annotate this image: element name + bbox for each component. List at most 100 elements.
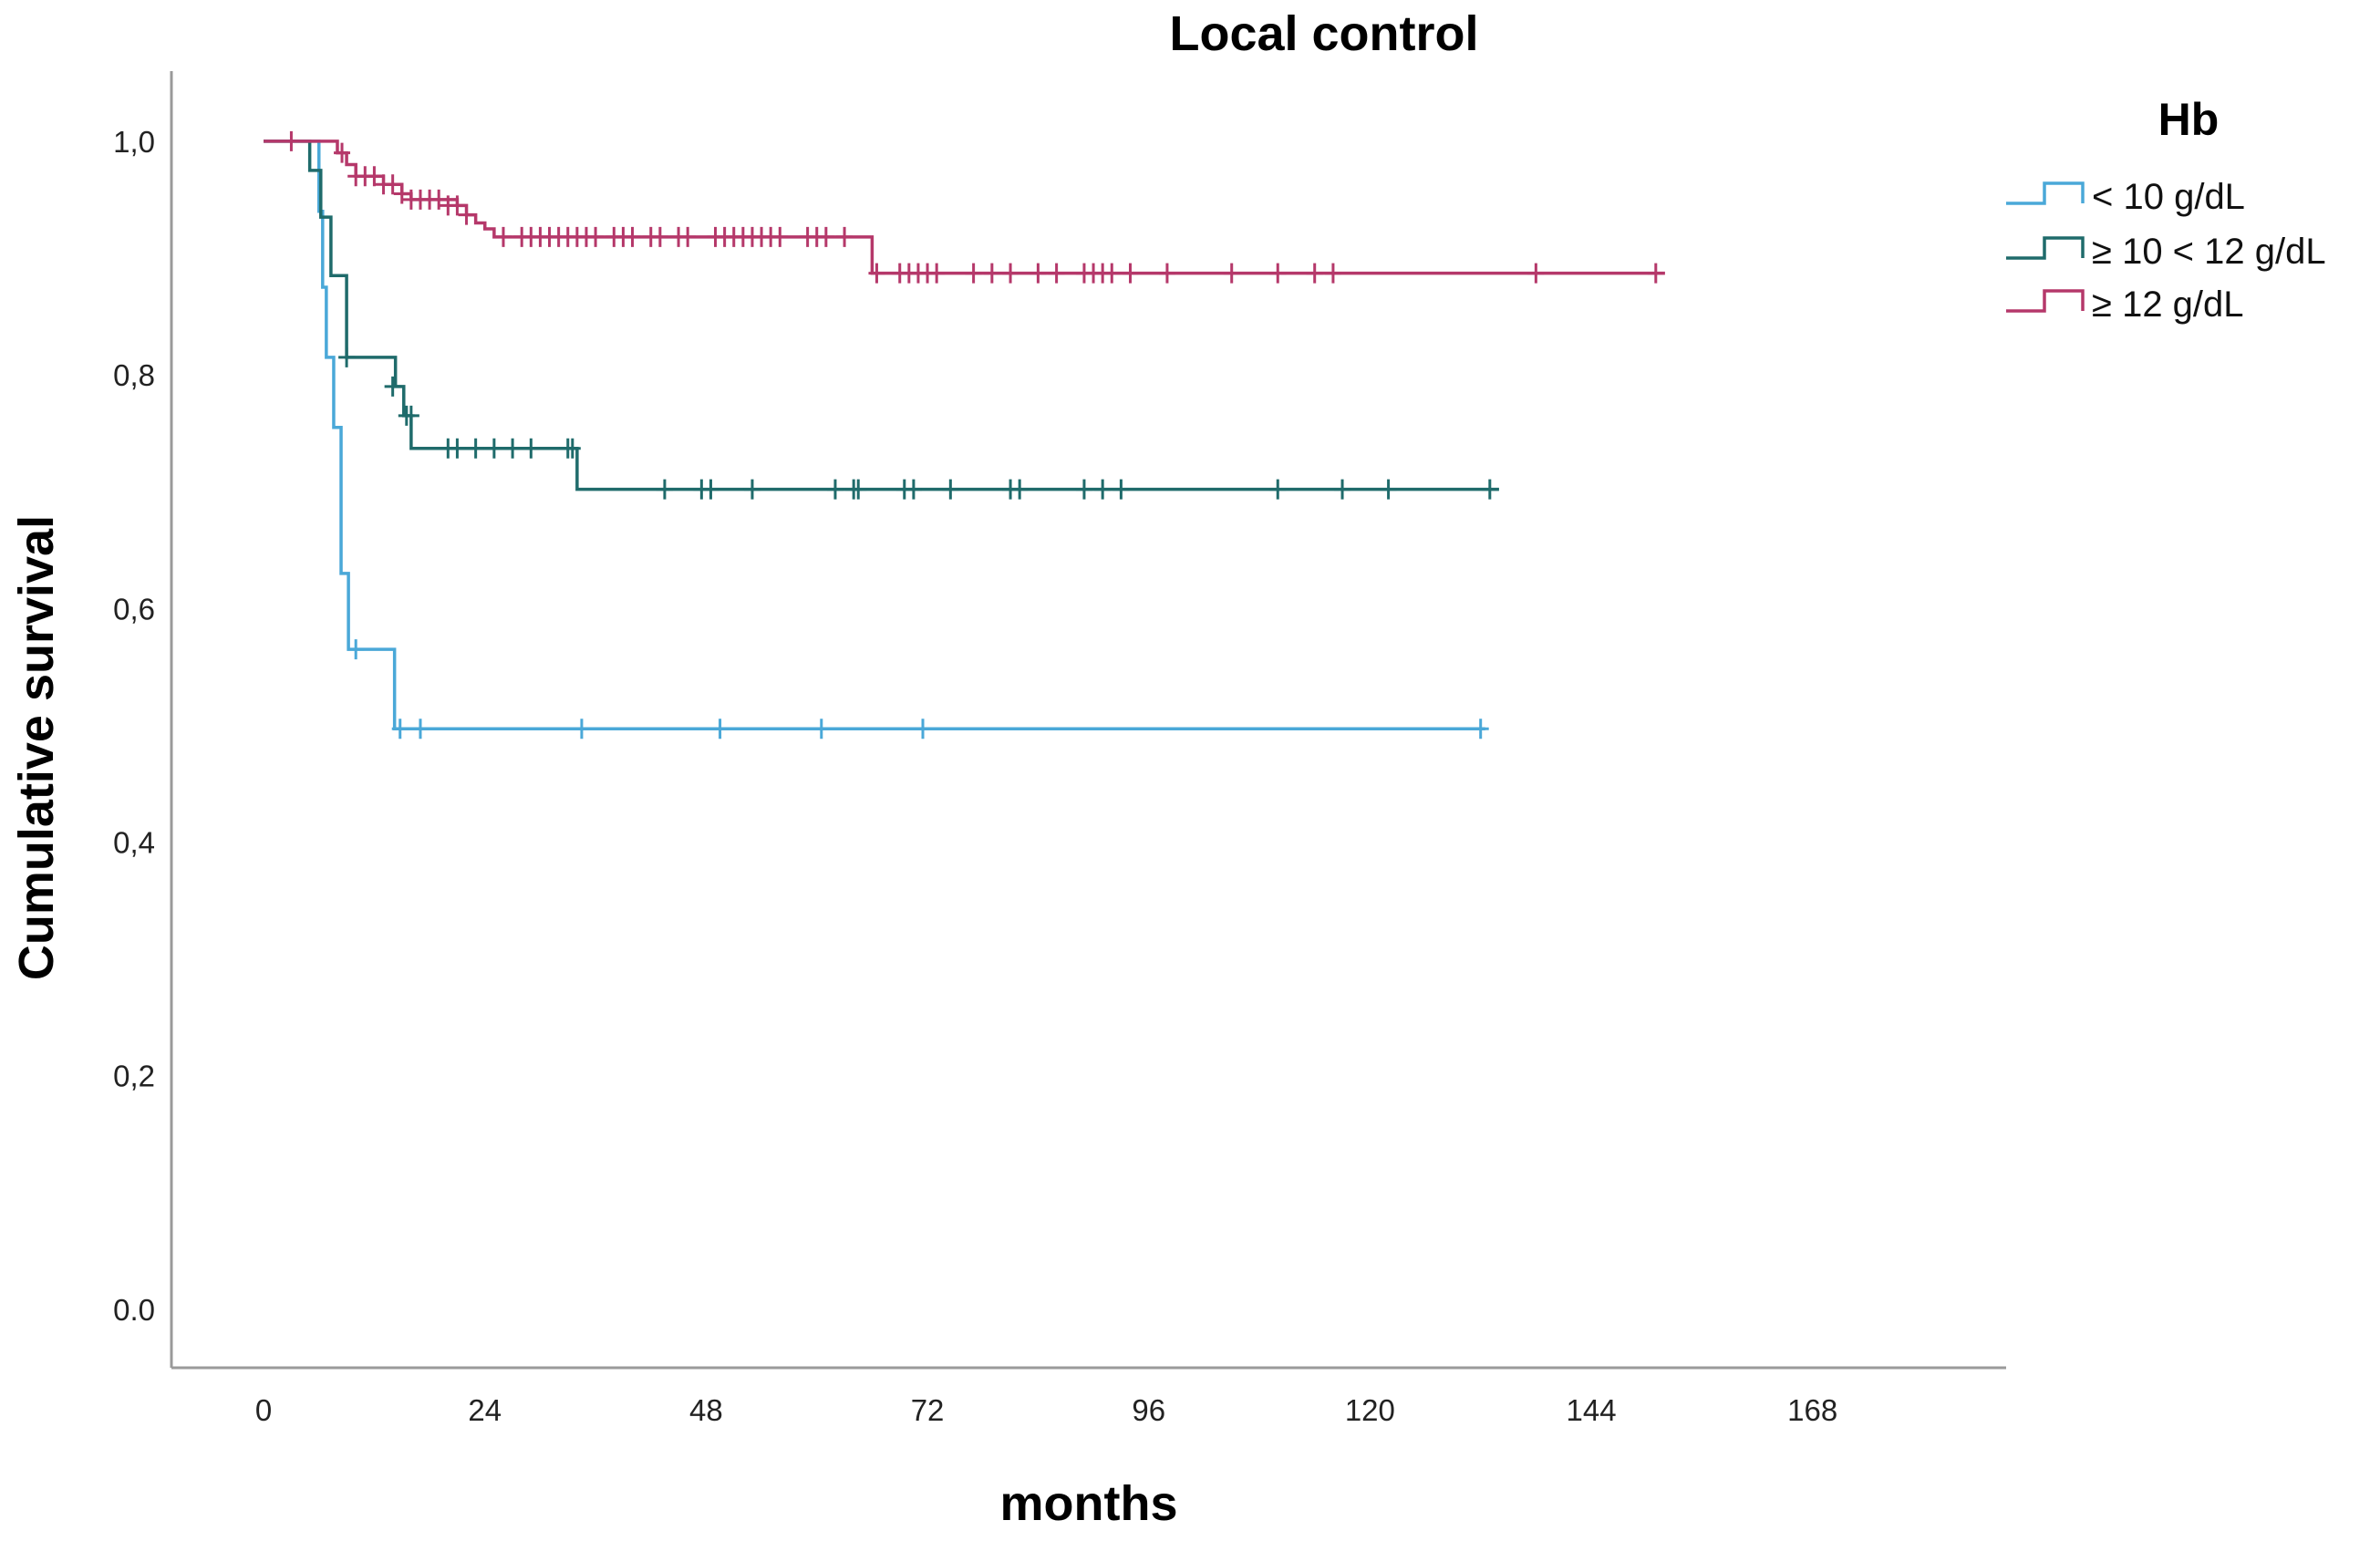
censor-mark bbox=[942, 479, 959, 500]
censor-mark bbox=[391, 719, 409, 739]
legend-swatch bbox=[2006, 181, 2085, 205]
censor-mark bbox=[826, 479, 843, 500]
censor-mark bbox=[384, 376, 401, 397]
censor-mark bbox=[1334, 479, 1351, 500]
x-axis-label: months bbox=[1000, 1476, 1178, 1531]
censor-mark bbox=[656, 479, 673, 500]
censor-mark bbox=[928, 263, 946, 284]
x-tick-labels: 0 24 48 72 96 120 144 168 bbox=[255, 1393, 1837, 1427]
censor-mark bbox=[1075, 479, 1092, 500]
x-tick-label: 24 bbox=[468, 1393, 502, 1427]
censor-mark bbox=[523, 438, 540, 459]
censor-mark bbox=[771, 226, 789, 247]
censor-mark bbox=[1048, 263, 1065, 284]
legend-swatch bbox=[2006, 236, 2085, 260]
censor-mark bbox=[1011, 479, 1029, 500]
y-axis-label: Cumulative survival bbox=[9, 515, 64, 980]
censor-mark bbox=[743, 479, 761, 500]
censor-mark bbox=[817, 226, 834, 247]
censor-mark bbox=[494, 226, 512, 247]
censor-mark bbox=[283, 130, 300, 151]
censor-mark bbox=[411, 719, 429, 739]
censor-mark bbox=[1472, 719, 1489, 739]
legend-label: ≥ 10 < 12 g/dL bbox=[2092, 232, 2326, 272]
y-tick-label: 0,8 bbox=[113, 358, 155, 392]
legend-swatch bbox=[2006, 289, 2085, 313]
censor-mark bbox=[467, 438, 484, 459]
censor-mark bbox=[449, 195, 466, 216]
censor-mark bbox=[1324, 263, 1341, 284]
censor-mark bbox=[1647, 263, 1664, 284]
censor-mark bbox=[1269, 263, 1287, 284]
legend-label: ≥ 12 g/dL bbox=[2092, 284, 2244, 325]
censor-mark bbox=[711, 719, 729, 739]
censor-mark bbox=[458, 204, 475, 225]
x-tick-label: 0 bbox=[255, 1393, 272, 1427]
series-3 bbox=[264, 130, 1665, 284]
survival-curve bbox=[264, 140, 1665, 275]
survival-curve bbox=[264, 140, 1485, 730]
censor-mark bbox=[679, 226, 697, 247]
censor-mark bbox=[347, 639, 365, 660]
censor-mark bbox=[1103, 263, 1121, 284]
legend: Hb < 10 g/dL ≥ 10 < 12 g/dL ≥ 12 g/dL bbox=[2006, 94, 2326, 325]
censor-mark bbox=[485, 438, 502, 459]
y-tick-label: 0.0 bbox=[113, 1293, 155, 1327]
censor-mark bbox=[651, 226, 668, 247]
censor-mark bbox=[836, 226, 854, 247]
censor-mark bbox=[1122, 263, 1139, 284]
censor-mark bbox=[384, 174, 401, 195]
censor-mark bbox=[905, 479, 922, 500]
x-tick-label: 72 bbox=[911, 1393, 945, 1427]
legend-title: Hb bbox=[2158, 94, 2220, 145]
censor-mark bbox=[965, 263, 982, 284]
censor-mark bbox=[366, 166, 383, 187]
censor-mark bbox=[1112, 479, 1130, 500]
censor-mark bbox=[334, 142, 351, 163]
y-tick-label: 0,2 bbox=[113, 1060, 155, 1093]
censor-mark bbox=[702, 479, 719, 500]
censor-mark bbox=[915, 719, 932, 739]
x-tick-label: 48 bbox=[689, 1393, 723, 1427]
censor-mark bbox=[1158, 263, 1175, 284]
censor-mark bbox=[1527, 263, 1545, 284]
censor-mark bbox=[564, 438, 581, 459]
censor-mark bbox=[624, 226, 641, 247]
censor-mark bbox=[504, 438, 522, 459]
censor-mark bbox=[983, 263, 1000, 284]
legend-label: < 10 g/dL bbox=[2092, 177, 2245, 217]
x-tick-label: 96 bbox=[1132, 1393, 1165, 1427]
censor-mark bbox=[1269, 479, 1287, 500]
series-2 bbox=[264, 140, 1499, 500]
censor-mark bbox=[1030, 263, 1047, 284]
y-tick-label: 1,0 bbox=[113, 125, 155, 159]
censor-mark bbox=[868, 263, 885, 284]
censor-mark bbox=[430, 189, 448, 210]
censor-mark bbox=[449, 438, 466, 459]
y-tick-label: 0,6 bbox=[113, 592, 155, 626]
legend-items: < 10 g/dL ≥ 10 < 12 g/dL ≥ 12 g/dL bbox=[2006, 177, 2326, 325]
censor-mark bbox=[1094, 479, 1112, 500]
x-tick-label: 144 bbox=[1566, 1393, 1616, 1427]
censor-mark bbox=[338, 346, 356, 367]
survival-curve bbox=[264, 140, 1499, 491]
censor-mark bbox=[1002, 263, 1019, 284]
x-tick-label: 168 bbox=[1787, 1393, 1837, 1427]
censor-mark bbox=[1306, 263, 1323, 284]
censor-mark bbox=[587, 226, 605, 247]
censor-mark bbox=[573, 719, 590, 739]
censor-mark bbox=[1223, 263, 1240, 284]
censor-mark bbox=[402, 405, 419, 426]
censor-mark bbox=[812, 719, 830, 739]
chart-title: Local control bbox=[1169, 6, 1478, 61]
series-layer bbox=[264, 130, 1665, 739]
y-tick-label: 0,4 bbox=[113, 826, 155, 860]
censor-mark bbox=[1380, 479, 1397, 500]
censor-mark bbox=[850, 479, 867, 500]
censor-mark bbox=[393, 183, 410, 204]
censor-mark bbox=[1481, 479, 1498, 500]
x-tick-label: 120 bbox=[1345, 1393, 1395, 1427]
y-tick-labels: 0.0 0,2 0,4 0,6 0,8 1,0 bbox=[113, 125, 155, 1327]
